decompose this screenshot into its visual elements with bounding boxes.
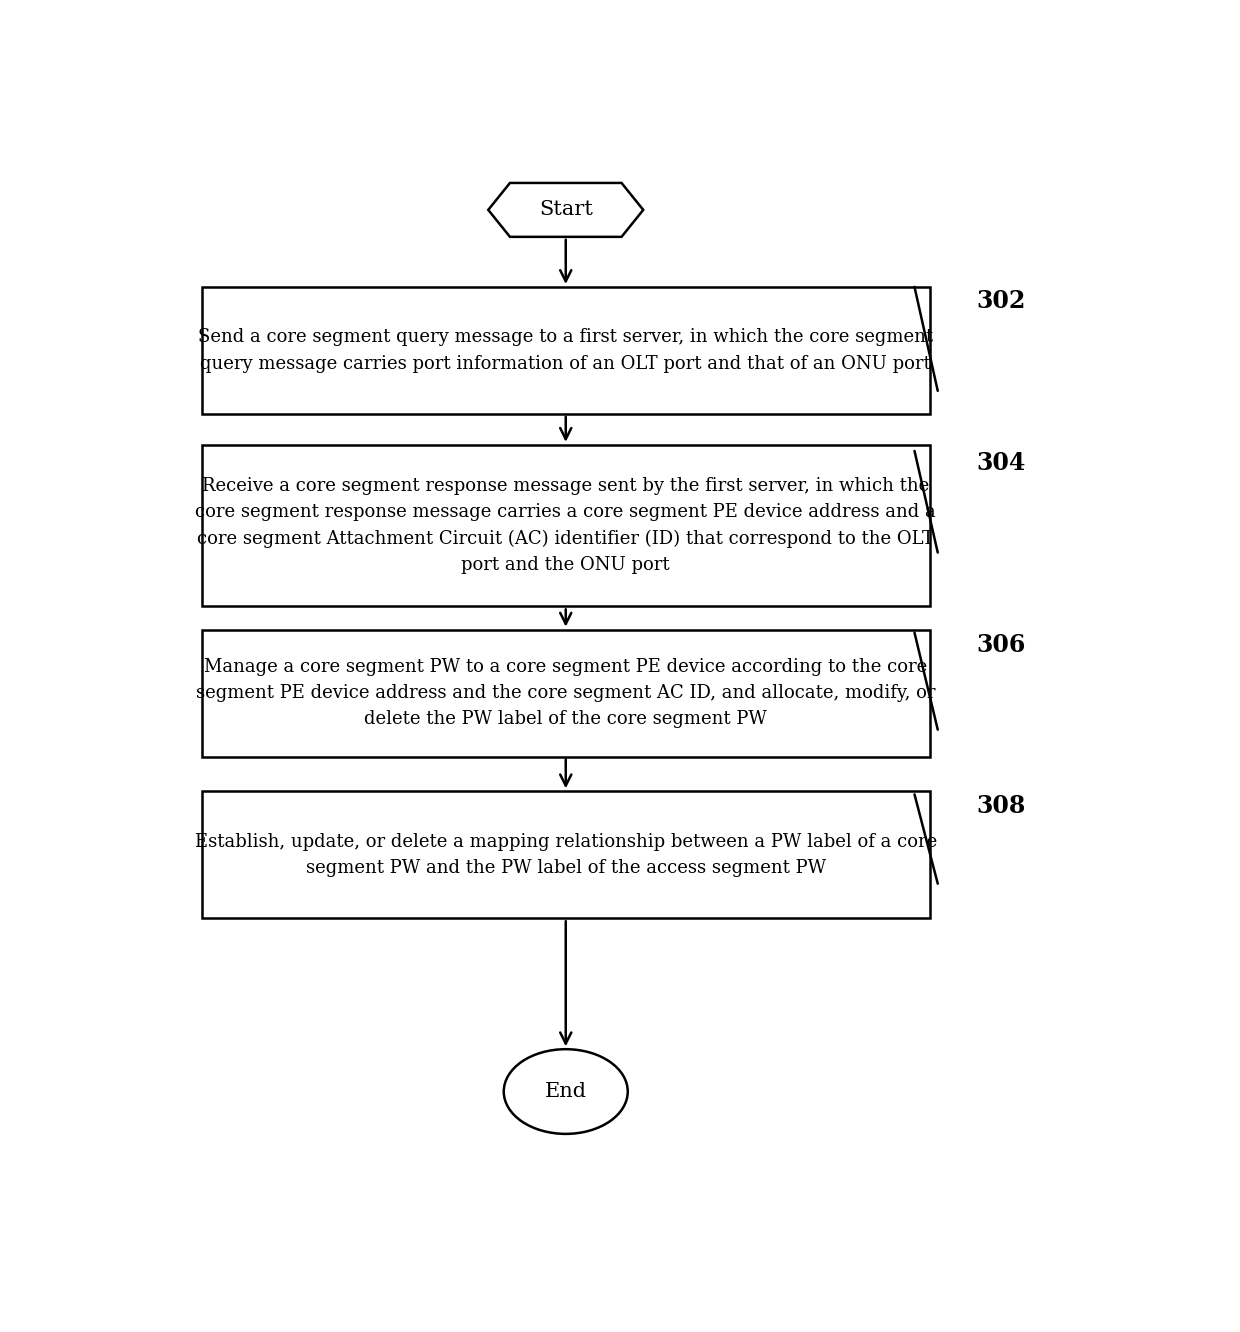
Text: 304: 304 — [977, 452, 1025, 476]
Polygon shape — [489, 182, 644, 237]
Text: 308: 308 — [977, 794, 1025, 818]
Ellipse shape — [503, 1050, 627, 1134]
Text: Manage a core segment PW to a core segment PE device according to the core
segme: Manage a core segment PW to a core segme… — [196, 658, 935, 729]
Text: Establish, update, or delete a mapping relationship between a PW label of a core: Establish, update, or delete a mapping r… — [195, 832, 937, 876]
Text: Start: Start — [539, 200, 593, 220]
Text: 306: 306 — [977, 633, 1025, 657]
Text: End: End — [544, 1082, 587, 1102]
Text: Send a core segment query message to a first server, in which the core segment
q: Send a core segment query message to a f… — [198, 328, 934, 373]
Bar — [201, 286, 930, 414]
Text: 302: 302 — [977, 289, 1025, 313]
Bar — [201, 630, 930, 757]
Bar — [201, 445, 930, 606]
Bar — [201, 791, 930, 918]
Text: Receive a core segment response message sent by the first server, in which the
c: Receive a core segment response message … — [196, 477, 936, 574]
